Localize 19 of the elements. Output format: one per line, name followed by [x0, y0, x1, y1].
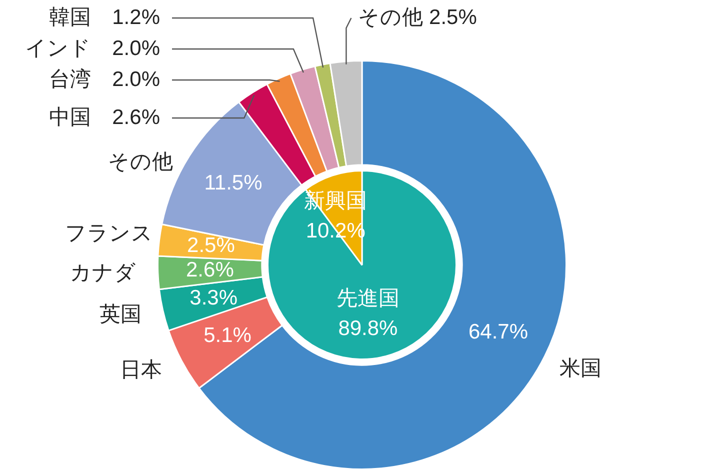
category-label: その他 2.5% [358, 6, 477, 29]
slice-label: その他 [108, 150, 174, 174]
slice-label: カナダ [70, 261, 136, 284]
data-label: 5.1% [204, 324, 252, 347]
slice-label: 米国 [560, 357, 602, 380]
slice-label: 韓国 1.2% [49, 6, 160, 29]
data-label: 11.5% [204, 172, 262, 195]
slice-label: 日本 [120, 358, 162, 382]
data-label: 3.3% [190, 286, 238, 310]
data-label: 64.7% [468, 320, 528, 344]
slice-label: フランス [64, 222, 153, 246]
slice-label: インド 2.0% [25, 36, 160, 60]
data-label: 2.5% [187, 234, 235, 258]
slice-label: 先進国 [336, 286, 400, 310]
data-label: 89.8% [338, 316, 398, 340]
slice-label: 台湾 2.0% [49, 68, 160, 91]
data-label: 2.6% [186, 258, 234, 282]
slice-label: 英国 [99, 302, 142, 326]
slice-label: 中国 2.6% [49, 106, 160, 129]
